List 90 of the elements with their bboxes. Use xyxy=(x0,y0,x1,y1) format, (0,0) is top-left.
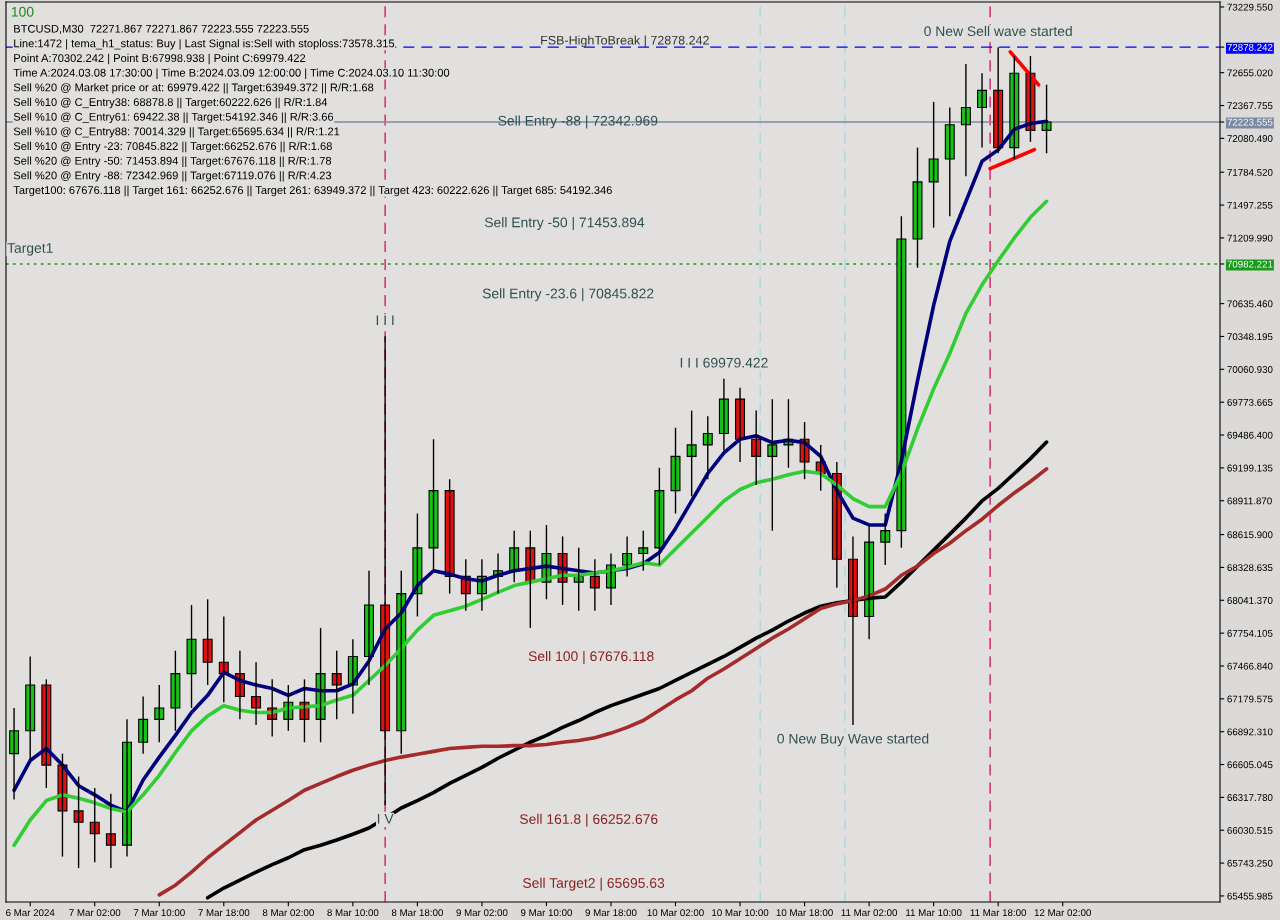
y-tick-label: 68041.370 xyxy=(1227,597,1273,604)
y-tick-label: 69773.665 xyxy=(1227,398,1273,406)
y-tick-label: 70982.221 xyxy=(1227,260,1273,268)
candlestick xyxy=(928,101,939,229)
x-tick-label: 11 Mar 02:00 xyxy=(841,909,898,917)
y-tick-label: 66605.045 xyxy=(1227,761,1273,769)
candlestick xyxy=(1041,83,1052,154)
candlestick xyxy=(154,684,165,743)
x-tick-label: 8 Mar 02:00 xyxy=(262,909,314,917)
candlestick xyxy=(428,438,439,572)
x-tick-label: 6 Mar 2024 xyxy=(6,909,55,917)
y-tick-label: 71784.520 xyxy=(1227,168,1273,176)
annotation: Sell Entry -50 | 71453.894 xyxy=(484,217,645,231)
candlestick xyxy=(670,427,681,515)
y-tick-label: 65743.250 xyxy=(1227,859,1273,867)
ref-line-label: FSB-HighToBreak | 72878.242 xyxy=(541,35,709,48)
y-tick-label: 66892.310 xyxy=(1227,728,1273,736)
x-tick-label: 8 Mar 10:00 xyxy=(327,909,379,917)
annotation: 100 xyxy=(11,6,34,17)
y-tick-label: 73229.550 xyxy=(1227,3,1273,11)
y-tick-label: 68911.870 xyxy=(1227,497,1272,505)
x-tick-label: 10 Mar 10:00 xyxy=(712,909,769,917)
y-tick-label: 66317.780 xyxy=(1227,794,1273,802)
x-tick-label: 10 Mar 18:00 xyxy=(776,909,833,917)
annotation: Sell %10 @ C_Entry38: 68878.8 || Target:60222.626 || R/R:1.84 xyxy=(13,97,328,109)
annotation: Sell %10 @ C_Entry61: 69422.38 || Target:54192.346 || R/R:3.66 xyxy=(13,112,334,123)
annotation: Sell %20 @ Entry -50: 71453.894 || Target:67676.118 || R/R:1.78 xyxy=(13,156,332,167)
y-tick-label: 72655.020 xyxy=(1227,69,1273,77)
x-tick-label: 9 Mar 18:00 xyxy=(585,909,637,917)
candlestick xyxy=(73,775,84,869)
x-tick-label: 10 Mar 02:00 xyxy=(647,909,704,917)
y-tick-label: 69486.400 xyxy=(1227,431,1273,439)
y-tick-label: 67754.105 xyxy=(1227,629,1273,637)
y-tick-label: 71497.255 xyxy=(1227,201,1273,209)
annotation: Sell %20 @ Entry -88: 72342.969 || Target:67119.076 || R/R:4.23 xyxy=(13,171,332,182)
y-tick-label: 69199.135 xyxy=(1227,464,1273,472)
candlestick xyxy=(702,415,713,480)
y-tick-label: 72878.242 xyxy=(1227,43,1273,51)
x-tick-label: 12 Mar 02:00 xyxy=(1034,909,1091,917)
annotation: Sell %10 @ C_Entry88: 70014.329 || Target:65695.634 || R/R:1.21 xyxy=(13,127,340,138)
annotation: Line:1472 | tema_h1_status: Buy | Last Signal is:Sell with stoploss:73578.315 xyxy=(14,39,395,50)
annotation: Time A:2024.03.08 17:30:00 | Time B:2024.03.09 12:00:00 | Time C:2024.03.10 11:30:00 xyxy=(13,68,450,79)
y-tick-label: 67466.840 xyxy=(1227,662,1273,670)
annotation: Point A:70302.242 | Point B:67998.938 | Point C:69979.422 xyxy=(14,53,306,65)
annotation: Sell Entry -23.6 | 70845.822 xyxy=(482,288,654,302)
y-tick-label: 72080.490 xyxy=(1227,135,1273,142)
annotation: BTCUSD,M30 72271.867 72271.867 72223.555 72223.555 xyxy=(14,24,309,34)
annotation: 0 New Buy Wave started xyxy=(777,733,929,747)
candlestick xyxy=(686,409,697,498)
y-tick-label: 66030.515 xyxy=(1227,826,1273,834)
annotation: Target1 xyxy=(7,243,53,256)
annotation: Sell Entry -88 | 72342.969 xyxy=(498,115,658,129)
x-tick-label: 11 Mar 10:00 xyxy=(906,909,962,917)
annotation: I I I 69979.422 xyxy=(680,357,768,368)
annotation: Target100: 67676.118 || Target 161: 66252.676 || Target 261: 63949.372 || Target 423: 60222.626 || Target 685: 54192.346 xyxy=(13,185,612,197)
y-tick-label: 71209.990 xyxy=(1227,234,1273,242)
x-tick-label: 11 Mar 18:00 xyxy=(970,909,1027,917)
x-tick-label: 9 Mar 02:00 xyxy=(456,909,508,917)
candlestick xyxy=(912,146,923,269)
y-tick-label: 68615.900 xyxy=(1227,531,1273,539)
candlestick xyxy=(25,655,36,761)
candlestick xyxy=(170,650,181,732)
candlestick xyxy=(186,604,197,709)
candlestick xyxy=(202,598,213,686)
y-tick-label: 70635.460 xyxy=(1227,300,1273,308)
y-tick-label: 70348.195 xyxy=(1227,333,1273,341)
candlestick xyxy=(944,106,955,217)
annotation: I V xyxy=(377,813,394,824)
x-tick-label: 8 Mar 18:00 xyxy=(391,909,443,917)
annotation: Sell %20 @ Market price or at: 69979.422 || Target:63949.372 || R/R:1.68 xyxy=(13,83,374,94)
y-tick-label: 72367.755 xyxy=(1227,102,1273,110)
x-tick-label: 9 Mar 10:00 xyxy=(520,909,573,917)
candlestick xyxy=(331,650,342,721)
candlestick xyxy=(767,398,778,532)
annotation: Sell Target2 | 65695.63 xyxy=(523,877,665,891)
y-tick-label: 65455.985 xyxy=(1227,892,1273,900)
annotation: I I I xyxy=(376,315,394,326)
annotation: Sell 100 | 67676.118 xyxy=(528,650,654,664)
x-tick-label: 7 Mar 18:00 xyxy=(198,909,250,917)
candlestick xyxy=(638,529,649,572)
y-tick-label: 70060.930 xyxy=(1227,366,1273,373)
y-tick-label: 67179.575 xyxy=(1227,695,1273,703)
x-tick-label: 7 Mar 02:00 xyxy=(69,909,121,917)
y-tick-label: 68328.635 xyxy=(1227,564,1273,572)
annotation: Sell %10 @ Entry -23: 70845.822 || Target:66252.676 || R/R:1.68 xyxy=(13,141,332,153)
candlestick xyxy=(880,512,891,566)
annotation: 0 New Sell wave started xyxy=(924,25,1072,37)
annotation: Sell 161.8 | 66252.676 xyxy=(519,813,658,827)
x-tick-label: 7 Mar 10:00 xyxy=(133,909,185,917)
y-tick-label: 72223.555 xyxy=(1227,118,1273,126)
